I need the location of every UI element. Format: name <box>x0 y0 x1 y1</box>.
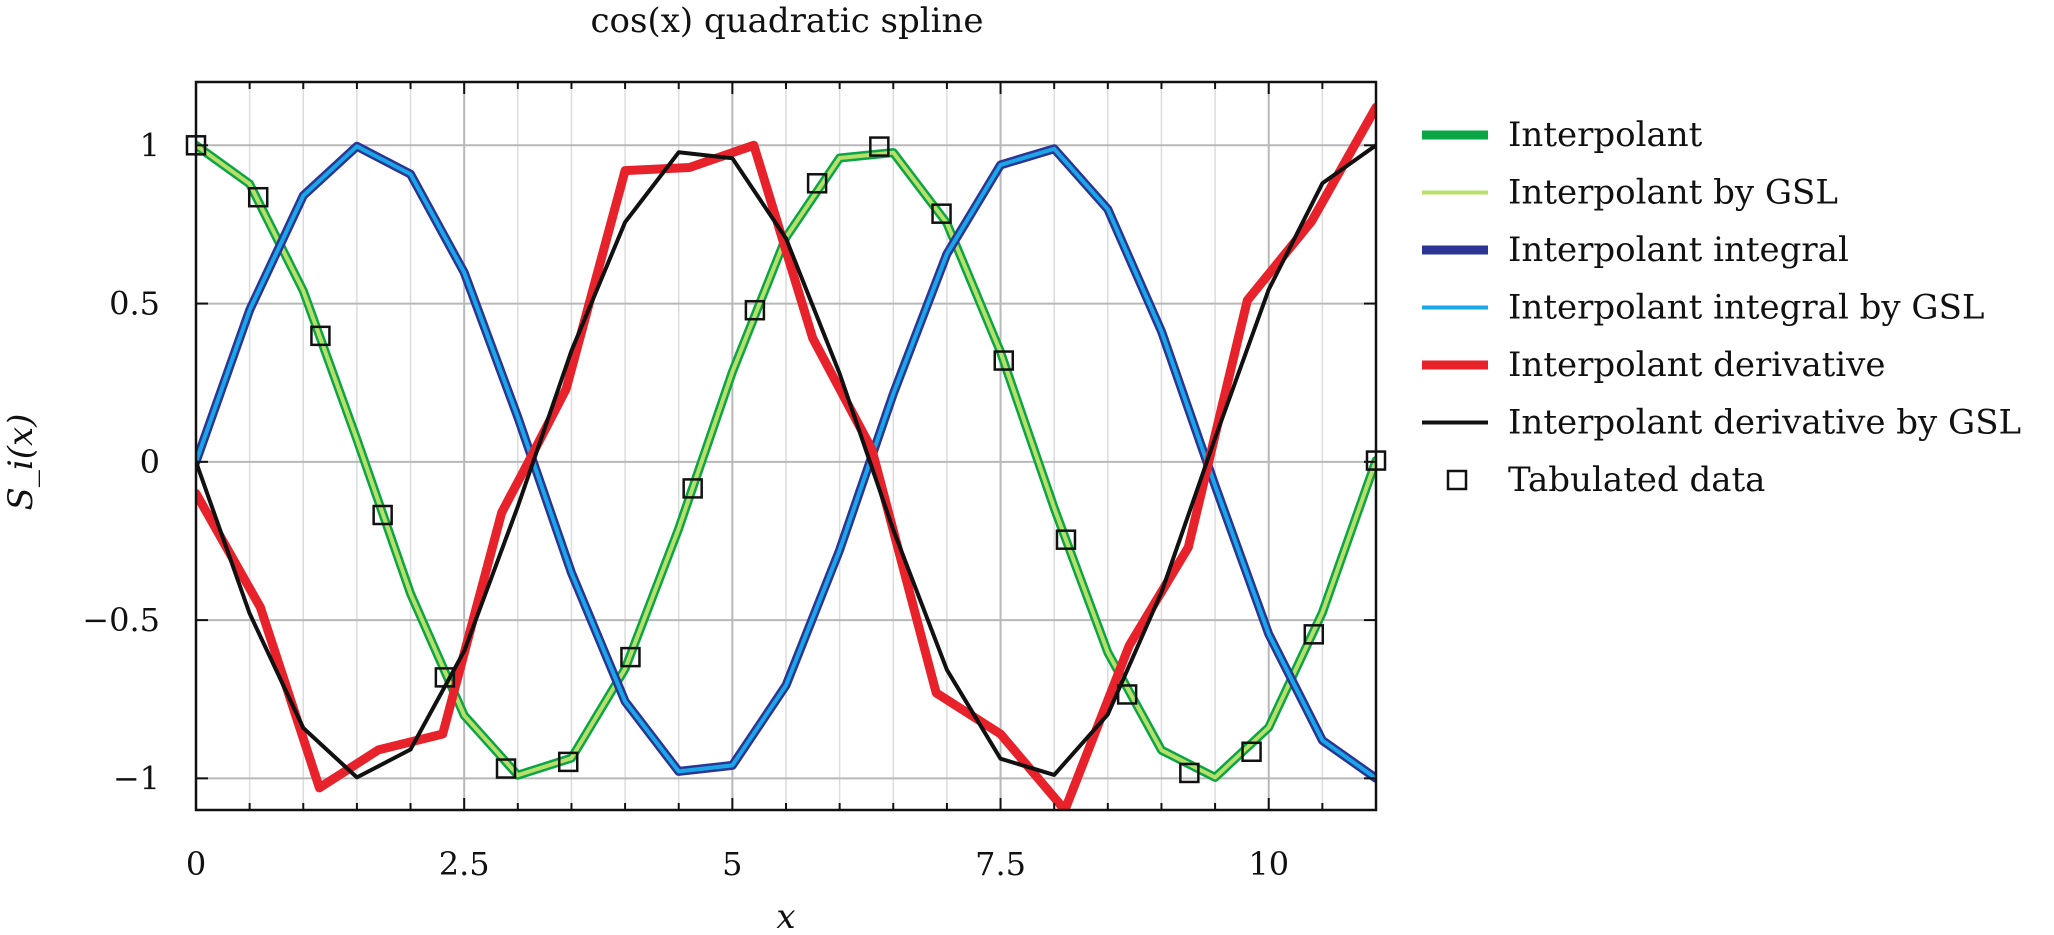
legend-item: Interpolant derivative <box>1422 345 1885 385</box>
legend-label: Interpolant integral <box>1508 230 1849 270</box>
tick-labels: 0 2.5 5 7.5 10 1 0.5 0 −0.5 −1 <box>82 126 1289 883</box>
data-point-marker <box>744 299 766 321</box>
series-line-4 <box>196 102 1376 810</box>
legend-item: Interpolant derivative by GSL <box>1422 403 2021 443</box>
y-tick-label: 0.5 <box>109 285 160 323</box>
data-point-marker <box>495 758 517 779</box>
x-tick-label: 0 <box>186 845 206 883</box>
legend-label: Interpolant derivative <box>1508 345 1885 385</box>
legend-item: Interpolant by GSL <box>1422 173 1838 213</box>
data-point-marker <box>682 478 703 499</box>
legend-item: Interpolant <box>1422 115 1703 155</box>
y-axis-label: S_i(x) <box>1 414 41 511</box>
legend-swatch <box>1446 469 1468 491</box>
legend-item: Interpolant integral by GSL <box>1422 288 1984 328</box>
series-line-5 <box>196 143 1376 780</box>
data-point-marker <box>620 646 641 668</box>
y-tick-label: −1 <box>113 759 160 797</box>
y-tick-label: 0 <box>140 443 160 481</box>
data-point-marker <box>993 350 1015 371</box>
x-tick-label: 5 <box>722 845 742 883</box>
data-point-marker <box>1055 529 1077 550</box>
legend-item: Tabulated data <box>1446 460 1765 500</box>
data-point-marker <box>434 667 456 688</box>
data-point-marker <box>1303 624 1325 645</box>
data-point-marker <box>1116 684 1138 705</box>
data-point-marker <box>372 504 393 526</box>
y-tick-label: 1 <box>140 126 160 164</box>
data-point-marker <box>310 325 331 347</box>
data-point-marker <box>1241 741 1262 763</box>
legend-label: Tabulated data <box>1508 460 1765 500</box>
legend: Interpolant Interpolant by GSL Interpolant… <box>1422 115 2021 500</box>
chart-title: cos(x) quadratic spline <box>590 1 983 41</box>
x-axis-label: x <box>776 897 795 935</box>
axis-ticks <box>195 82 1377 810</box>
legend-label: Interpolant derivative by GSL <box>1508 403 2021 443</box>
x-tick-label: 10 <box>1248 845 1289 883</box>
data-point-marker <box>557 751 579 773</box>
data-point-marker <box>869 136 890 157</box>
series-line-3 <box>196 144 1376 781</box>
legend-item: Interpolant integral <box>1422 230 1849 270</box>
legend-label: Interpolant <box>1508 115 1703 155</box>
data-point-marker <box>806 173 828 194</box>
x-tick-label: 7.5 <box>975 845 1026 883</box>
plot-area <box>196 102 1376 810</box>
data-point-marker <box>931 203 952 224</box>
legend-label: Interpolant by GSL <box>1508 173 1838 213</box>
x-tick-label: 2.5 <box>439 845 490 883</box>
data-point-marker <box>1179 762 1200 784</box>
legend-label: Interpolant integral by GSL <box>1508 288 1984 328</box>
y-tick-label: −0.5 <box>82 601 160 639</box>
data-point-marker <box>247 186 269 208</box>
